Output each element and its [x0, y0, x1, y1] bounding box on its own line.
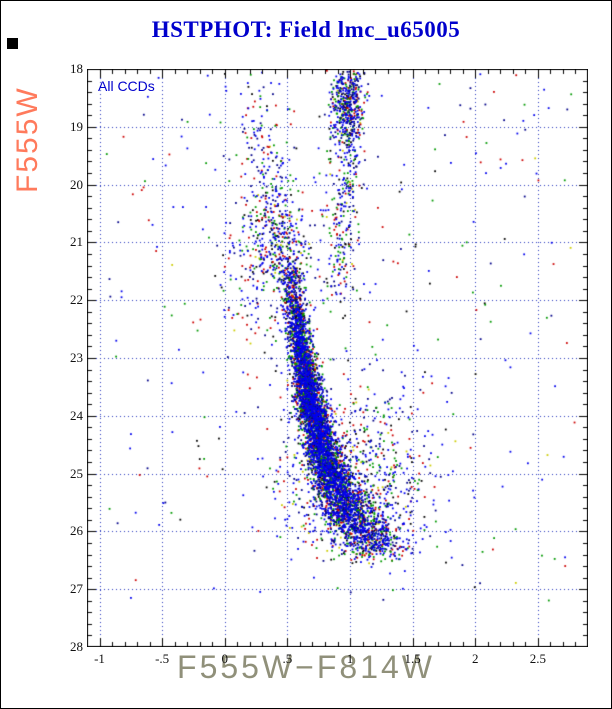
y-tick-label: 21 — [70, 234, 83, 250]
y-tick-label: 19 — [70, 118, 83, 134]
y-axis-label: F555W — [11, 86, 44, 193]
x-tick-label: -.5 — [155, 651, 170, 666]
x-tick-label: .5 — [282, 651, 293, 666]
y-tick-label: 28 — [70, 639, 83, 654]
y-tick-label: 18 — [70, 61, 83, 76]
y-tick-label: 27 — [70, 581, 83, 597]
x-axis-label: F555W−F814W — [177, 649, 435, 685]
y-tick-label: 24 — [70, 407, 83, 423]
x-tick-label: -1 — [94, 651, 105, 666]
x-tick-label: 1 — [346, 651, 354, 666]
y-tick-label: 20 — [70, 176, 83, 192]
corner-marker — [7, 38, 18, 49]
y-tick-label: 22 — [70, 292, 83, 308]
x-tick-label: 2 — [472, 651, 479, 666]
cmd-scatter-canvas — [87, 69, 588, 647]
ccd-annotation: All CCDs — [98, 78, 155, 94]
x-tick-label: 0 — [221, 651, 229, 666]
x-tick-label: 2.5 — [529, 651, 547, 666]
page-title: HSTPHOT: Field lmc_u65005 — [151, 17, 461, 42]
y-tick-label: 23 — [70, 350, 83, 365]
y-tick-label: 26 — [70, 523, 83, 539]
y-tick-label: 25 — [70, 465, 83, 481]
x-tick-label: 1.5 — [404, 651, 421, 666]
